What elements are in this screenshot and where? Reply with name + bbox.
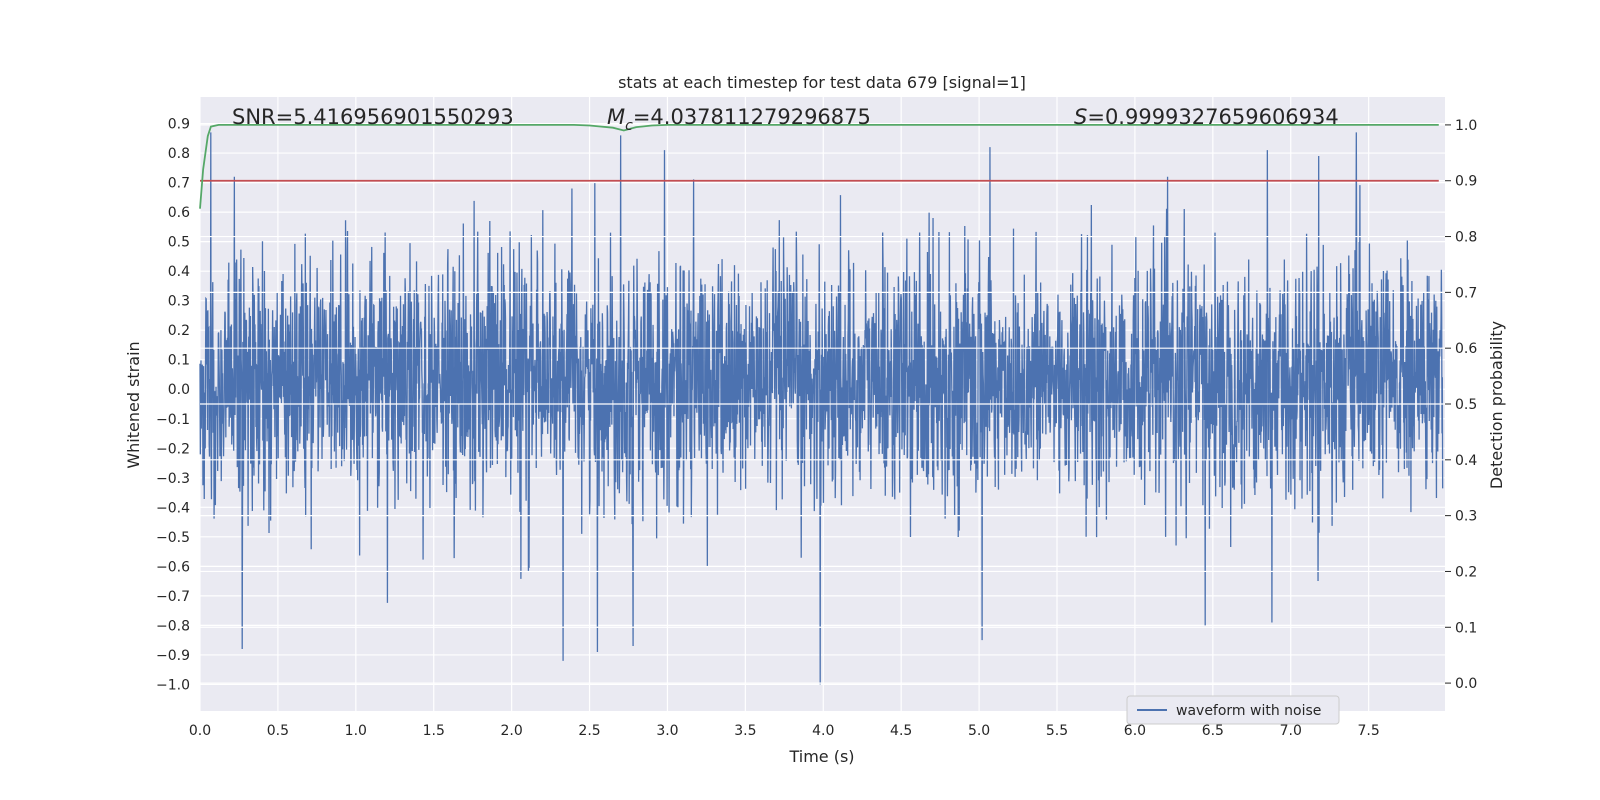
score-annotation: S=0.9999327659606934 [1074, 105, 1339, 129]
y-right-tick-label: 1.0 [1455, 118, 1477, 134]
y-tick-label: 0.8 [168, 146, 190, 162]
x-tick-label: 3.0 [656, 723, 678, 739]
x-tick-label: 5.5 [1046, 723, 1068, 739]
legend-label: waveform with noise [1176, 703, 1321, 719]
y-tick-label: 0.6 [168, 205, 190, 221]
x-axis-label: Time (s) [788, 747, 854, 766]
x-tick-label: 1.5 [423, 723, 445, 739]
x-tick-label: 4.5 [890, 723, 912, 739]
detection-probability-line [199, 124, 1439, 209]
y-right-tick-label: 0.1 [1455, 620, 1477, 636]
y-tick-label: 0.5 [168, 235, 190, 251]
x-axis-ticks: 0.0 0.5 1.0 1.5 2.0 2.5 3.0 3.5 4.0 4.5 5.0 5.5 6.0 6… [189, 723, 1380, 739]
score-symbol: S [1074, 105, 1087, 129]
legend-box [1126, 695, 1340, 725]
y-right-tick-label: 0.9 [1455, 174, 1477, 190]
score-value: =0.9999327659606934 [1087, 105, 1338, 129]
y-tick-label: −0.7 [156, 589, 190, 605]
y-right-tick-label: 0.8 [1455, 230, 1477, 246]
y-tick-label: −0.8 [156, 618, 190, 634]
waveform-series [199, 132, 1444, 685]
x-tick-label: 6.0 [1124, 723, 1146, 739]
x-tick-label: 7.0 [1280, 723, 1302, 739]
y-tick-label: −0.9 [156, 648, 190, 664]
y-right-tick-label: 0.2 [1455, 564, 1477, 580]
chart-title: stats at each timestep for test data 679… [618, 73, 1026, 92]
y-tick-label: −0.6 [156, 559, 190, 575]
y-axis-right-label: Detection probability [1487, 321, 1506, 489]
x-tick-label: 5.0 [968, 723, 990, 739]
chirp-mass-symbol: M [607, 105, 625, 129]
y-tick-label: 0.2 [168, 323, 190, 339]
y-right-tick-label: 0.5 [1455, 397, 1477, 413]
y-right-tick-label: 0.0 [1455, 676, 1477, 692]
x-tick-label: 6.5 [1202, 723, 1224, 739]
x-tick-label: 7.5 [1358, 723, 1380, 739]
probability-series [199, 124, 1439, 209]
y-right-tick-label: 0.7 [1455, 285, 1477, 301]
y-tick-label: −0.4 [156, 500, 190, 516]
chirp-mass-value: =4.037811279296875 [633, 105, 871, 129]
y-axis-right-ticks: 1.0 0.9 0.8 0.7 0.6 0.5 0.4 0.3 0.2 0.1 0.0 [1445, 118, 1477, 692]
snr-annotation: SNR=5.416956901550293 [232, 105, 514, 129]
x-tick-label: 4.0 [812, 723, 834, 739]
x-tick-label: 2.0 [501, 723, 523, 739]
y-tick-label: 0.9 [168, 117, 190, 133]
x-tick-label: 3.5 [734, 723, 756, 739]
waveform-line [199, 132, 1444, 685]
y-tick-label: 0.4 [168, 264, 190, 280]
y-right-tick-label: 0.4 [1455, 453, 1477, 469]
x-tick-label: 2.5 [578, 723, 600, 739]
y-tick-label: −0.3 [156, 471, 190, 487]
x-tick-label: 1.0 [345, 723, 367, 739]
x-tick-label: 0.0 [189, 723, 211, 739]
y-axis-ticks: 0.9 0.8 0.7 0.6 0.5 0.4 0.3 0.2 0.1 0.0 −0.1 −0.2 −0… [156, 117, 190, 694]
chirp-mass-annotation: Mc=4.037811279296875 [607, 105, 871, 134]
y-tick-label: 0.1 [168, 353, 190, 369]
y-tick-label: −0.2 [156, 441, 190, 457]
y-right-tick-label: 0.6 [1455, 341, 1477, 357]
y-tick-label: −1.0 [156, 677, 190, 693]
y-tick-label: 0.7 [168, 176, 190, 192]
legend: waveform with noise [1126, 695, 1340, 725]
y-tick-label: 0.3 [168, 294, 190, 310]
y-right-tick-label: 0.3 [1455, 509, 1477, 525]
y-tick-label: −0.1 [156, 412, 190, 428]
y-tick-label: 0.0 [168, 382, 190, 398]
y-tick-label: −0.5 [156, 530, 190, 546]
x-tick-label: 0.5 [267, 723, 289, 739]
chirp-mass-subscript: c [625, 118, 633, 134]
y-axis-label: Whitened strain [124, 341, 143, 468]
